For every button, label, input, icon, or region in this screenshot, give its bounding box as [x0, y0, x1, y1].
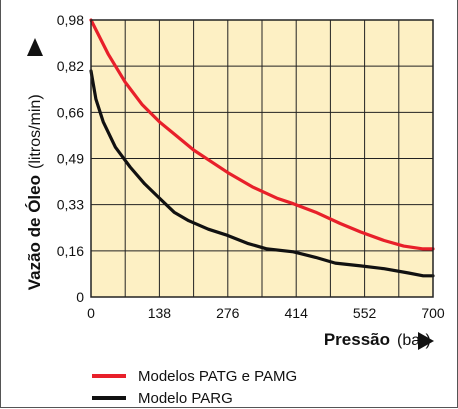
y-axis-unit: (litros/min) — [27, 94, 44, 169]
x-tick-label: 414 — [285, 305, 309, 321]
y-tick-label: 0,82 — [57, 58, 84, 74]
y-tick-label: 0,98 — [57, 12, 84, 28]
x-axis-title: Pressão — [324, 330, 390, 349]
legend: Modelos PATG e PAMG Modelo PARG — [92, 368, 297, 407]
x-tick-label: 276 — [216, 305, 240, 321]
x-tick-label: 0 — [87, 305, 95, 321]
x-tick-label: 138 — [148, 305, 172, 321]
y-tick-label: 0,16 — [57, 243, 84, 259]
y-tick-labels: 0 0,16 0,33 0,49 0,66 0,82 0,98 — [57, 12, 84, 305]
legend-label-patg-pamg: Modelos PATG e PAMG — [138, 368, 297, 385]
y-tick-label: 0,33 — [57, 197, 84, 213]
x-axis-arrow-icon — [418, 332, 434, 350]
series-line-patg-pamg — [89, 18, 435, 251]
y-axis-title: Vazão de Óleo — [25, 175, 44, 290]
y-tick-label: 0,49 — [57, 151, 84, 167]
plot-border — [90, 19, 434, 298]
y-axis-title-group: Vazão de Óleo (litros/min) — [25, 38, 44, 290]
series-layer — [89, 18, 435, 278]
grid-lines — [91, 20, 433, 297]
x-tick-label: 700 — [421, 305, 445, 321]
y-tick-label: 0 — [76, 289, 84, 305]
x-tick-label: 552 — [353, 305, 377, 321]
legend-label-parg: Modelo PARG — [138, 390, 233, 407]
series-line-parg — [89, 69, 435, 278]
y-axis-arrow-icon — [27, 38, 43, 56]
y-tick-label: 0,66 — [57, 104, 84, 120]
x-tick-labels: 0 138 276 414 552 700 — [87, 305, 445, 321]
